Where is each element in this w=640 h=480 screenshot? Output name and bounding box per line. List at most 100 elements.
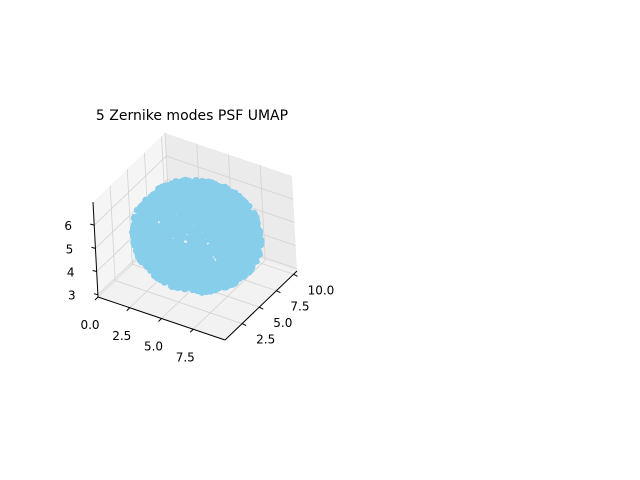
scatter-point — [191, 187, 199, 194]
scatter-point — [224, 187, 231, 194]
scatter-point — [172, 206, 179, 214]
scatter-point — [185, 273, 192, 280]
scatter-point — [228, 260, 235, 268]
scatter-points — [129, 176, 265, 296]
scatter-point — [169, 225, 176, 233]
scatter-point — [150, 232, 157, 239]
scatter-point — [253, 221, 260, 228]
x-tick-label: 2.5 — [112, 329, 131, 343]
scatter-point — [229, 220, 236, 227]
scatter-point — [215, 284, 222, 291]
left-pane — [93, 133, 170, 297]
scatter-point — [245, 231, 253, 238]
scatter-point — [252, 229, 259, 236]
scatter-point — [131, 221, 138, 228]
y-tick — [293, 273, 298, 277]
scatter-point — [227, 233, 234, 240]
scatter-point — [195, 182, 202, 189]
scatter-point — [244, 253, 251, 260]
y-tick-labels: 2.5 5.0 7.5 10.0 — [256, 283, 334, 346]
y-tick-label: 2.5 — [256, 333, 275, 347]
scatter-point — [155, 185, 162, 192]
scatter-point — [183, 212, 190, 220]
z-tick-label: 5 — [66, 242, 74, 256]
scatter-point — [216, 214, 224, 221]
scatter-point — [188, 199, 195, 207]
scatter-point — [174, 236, 181, 244]
scatter-point — [209, 189, 216, 197]
x-tick — [94, 296, 99, 301]
scatter-point — [207, 216, 214, 223]
scatter-point — [144, 261, 151, 268]
scatter-point — [195, 287, 203, 294]
scatter-point — [224, 206, 231, 214]
scatter-point — [176, 188, 184, 195]
scatter-point — [173, 251, 180, 259]
z-tick — [93, 293, 98, 296]
scatter-point — [178, 210, 185, 217]
scatter-point — [145, 206, 152, 214]
scatter-point — [150, 219, 157, 227]
scatter-point — [151, 261, 158, 269]
scatter-point — [222, 224, 229, 231]
scatter-point — [236, 271, 243, 278]
scatter-point — [231, 278, 239, 285]
scatter-point — [157, 222, 165, 229]
scatter-point — [159, 189, 167, 196]
scatter-point — [212, 208, 219, 215]
scatter-point — [196, 259, 203, 267]
scatter-point — [202, 221, 209, 229]
scatter-point — [140, 202, 148, 209]
scatter-point — [138, 244, 145, 251]
scatter-point — [242, 271, 249, 278]
scatter-point — [214, 195, 221, 202]
scatter-point — [149, 197, 156, 205]
scatter-point — [216, 249, 223, 256]
scatter-point — [178, 259, 186, 266]
scatter-point — [163, 230, 170, 238]
axes-3d: 0.0 2.5 5.0 7.5 2.5 5.0 7.5 10.0 3 4 5 6 — [64, 132, 334, 364]
scatter-point — [214, 244, 221, 251]
scatter-point — [208, 242, 215, 249]
scatter-point — [232, 206, 240, 214]
z-tick — [90, 223, 95, 226]
scatter-point — [246, 243, 253, 251]
scatter-point — [154, 191, 161, 198]
y-tick — [259, 306, 264, 310]
scatter-point — [243, 260, 251, 267]
scatter-point — [144, 243, 151, 250]
scatter-point — [148, 247, 155, 255]
scatter-point — [192, 234, 199, 241]
scatter-point — [194, 273, 202, 280]
scatter-point — [223, 192, 230, 199]
scatter-point — [242, 212, 249, 220]
scatter-point — [224, 215, 231, 222]
scatter-point — [168, 213, 175, 220]
scatter-point — [198, 202, 205, 209]
z-tick-label: 3 — [68, 289, 76, 303]
scatter-point — [223, 275, 230, 283]
grid-line — [93, 155, 167, 226]
x-tick-label: 0.0 — [80, 318, 99, 332]
scatter-point — [152, 214, 159, 221]
y-tick — [241, 323, 247, 327]
x-tick-label: 7.5 — [176, 350, 195, 364]
scatter-point — [229, 248, 236, 255]
scatter-point — [189, 263, 196, 270]
scatter-point — [183, 202, 190, 209]
scatter-point — [207, 194, 215, 201]
scatter-point — [200, 287, 208, 294]
z-axis-line — [92, 201, 99, 298]
scatter-point — [236, 265, 243, 272]
scatter-point — [199, 194, 206, 202]
scatter-point — [167, 238, 174, 246]
scatter-point — [130, 215, 138, 222]
scatter-point — [234, 252, 241, 259]
scatter-point — [241, 219, 249, 227]
scatter-point — [168, 244, 175, 251]
scatter-point — [257, 241, 265, 249]
scatter-point — [201, 226, 208, 233]
scatter-point — [154, 229, 161, 236]
scatter-point — [167, 219, 175, 226]
